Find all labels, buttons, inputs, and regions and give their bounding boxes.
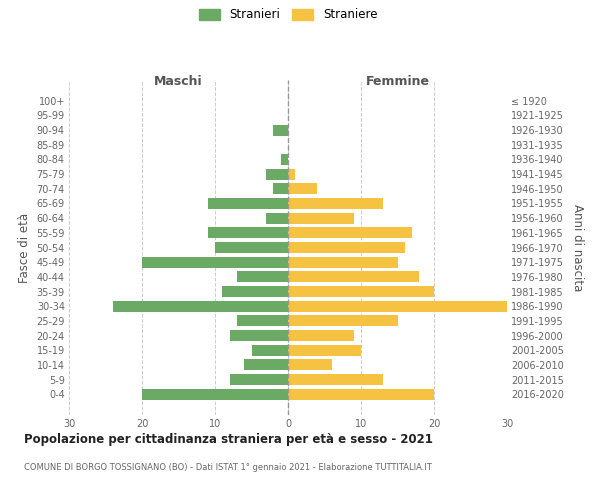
- Bar: [288, 330, 354, 341]
- Bar: [288, 212, 354, 224]
- Text: Maschi: Maschi: [154, 76, 203, 88]
- Bar: [274, 124, 288, 136]
- Y-axis label: Anni di nascita: Anni di nascita: [571, 204, 584, 291]
- Bar: [142, 256, 288, 268]
- Bar: [142, 389, 288, 400]
- Bar: [288, 316, 398, 326]
- Bar: [223, 286, 288, 297]
- Bar: [237, 272, 288, 282]
- Text: COMUNE DI BORGO TOSSIGNANO (BO) - Dati ISTAT 1° gennaio 2021 - Elaborazione TUTT: COMUNE DI BORGO TOSSIGNANO (BO) - Dati I…: [24, 462, 432, 471]
- Bar: [288, 256, 398, 268]
- Bar: [230, 374, 288, 385]
- Bar: [288, 228, 412, 238]
- Bar: [288, 198, 383, 209]
- Bar: [288, 272, 419, 282]
- Bar: [281, 154, 288, 165]
- Bar: [113, 300, 288, 312]
- Bar: [208, 228, 288, 238]
- Bar: [266, 212, 288, 224]
- Bar: [288, 300, 507, 312]
- Bar: [288, 389, 434, 400]
- Bar: [288, 374, 383, 385]
- Text: Popolazione per cittadinanza straniera per età e sesso - 2021: Popolazione per cittadinanza straniera p…: [24, 432, 433, 446]
- Bar: [215, 242, 288, 253]
- Bar: [266, 168, 288, 179]
- Text: Femmine: Femmine: [365, 76, 430, 88]
- Bar: [288, 168, 295, 179]
- Bar: [230, 330, 288, 341]
- Y-axis label: Fasce di età: Fasce di età: [18, 212, 31, 282]
- Bar: [237, 316, 288, 326]
- Bar: [251, 344, 288, 356]
- Bar: [274, 184, 288, 194]
- Legend: Stranieri, Straniere: Stranieri, Straniere: [199, 8, 377, 22]
- Bar: [244, 360, 288, 370]
- Bar: [288, 184, 317, 194]
- Bar: [288, 286, 434, 297]
- Bar: [288, 344, 361, 356]
- Bar: [208, 198, 288, 209]
- Bar: [288, 360, 332, 370]
- Bar: [288, 242, 405, 253]
